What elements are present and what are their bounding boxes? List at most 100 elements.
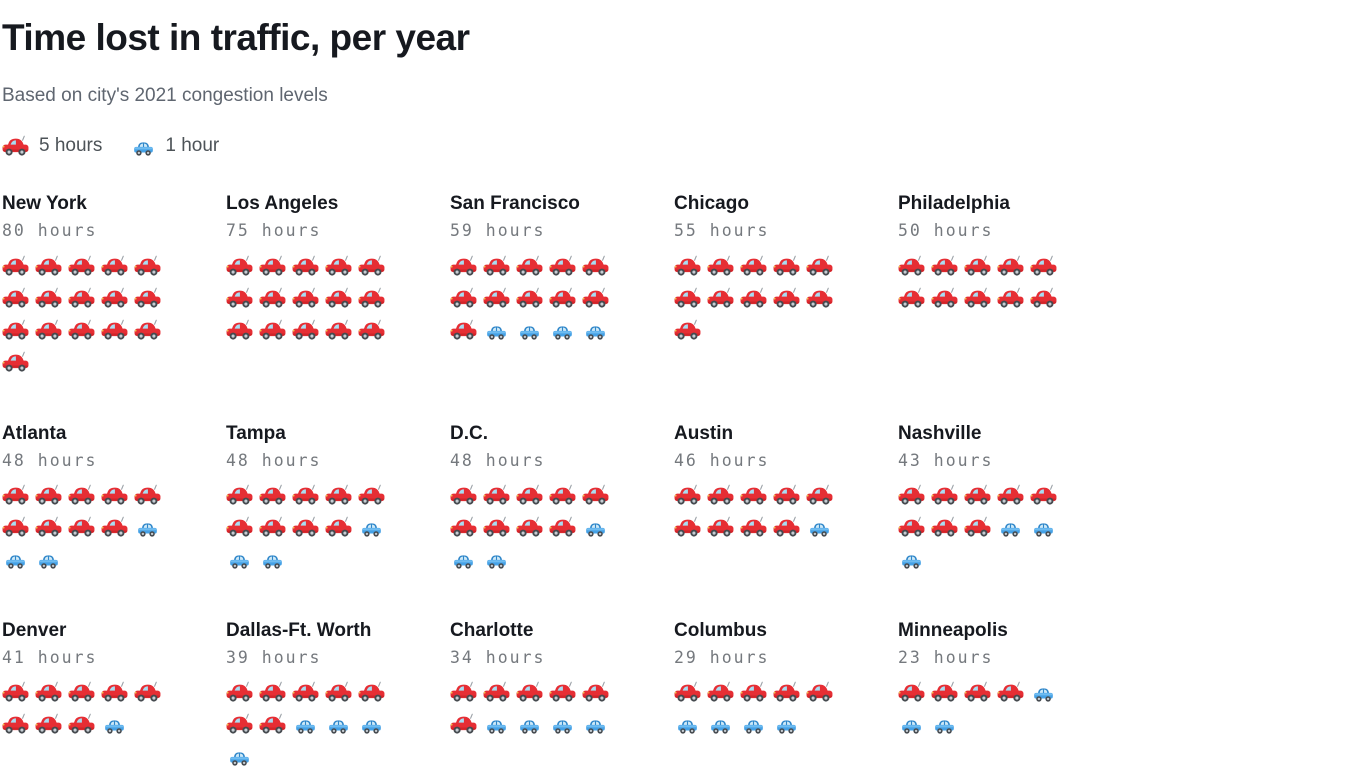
red-car-icon (450, 713, 477, 735)
red-car-icon (582, 287, 609, 309)
city-block: Charlotte 34 hours (450, 620, 674, 745)
blue-car-icon (1030, 519, 1057, 538)
pictogram-row (674, 681, 898, 703)
red-car-icon (707, 255, 734, 277)
red-car-icon (549, 255, 576, 277)
red-car-icon (134, 255, 161, 277)
red-car-icon (68, 484, 95, 506)
red-car-icon (2, 681, 29, 703)
pictogram-row (674, 287, 898, 309)
red-car-icon (964, 484, 991, 506)
pictogram-row (226, 255, 450, 277)
red-car-icon (450, 319, 477, 341)
city-pictogram (2, 484, 226, 570)
red-car-icon (773, 516, 800, 538)
blue-car-icon (898, 551, 925, 570)
red-car-icon (134, 319, 161, 341)
pictogram-row (2, 287, 226, 309)
red-car-icon (450, 287, 477, 309)
city-hours-value: 48 hours (450, 450, 546, 470)
red-car-icon (68, 319, 95, 341)
red-car-icon (997, 287, 1024, 309)
red-car-icon (549, 287, 576, 309)
blue-car-icon (516, 716, 543, 735)
blue-car-icon (358, 519, 385, 538)
blue-car-icon (101, 716, 128, 735)
blue-car-icon (740, 716, 767, 735)
chart-subtitle: Based on city's 2021 congestion levels (2, 84, 328, 106)
red-car-icon (674, 255, 701, 277)
red-car-icon (35, 681, 62, 703)
city-hours-value: 59 hours (450, 221, 546, 241)
red-car-icon (68, 287, 95, 309)
red-car-icon (898, 484, 925, 506)
red-car-icon (516, 516, 543, 538)
city-name: Minneapolis (898, 620, 1008, 642)
red-car-icon (101, 255, 128, 277)
pictogram-row (226, 548, 450, 570)
city-pictogram (226, 484, 450, 570)
red-car-icon (292, 484, 319, 506)
city-name: Chicago (674, 193, 749, 215)
red-car-icon (2, 484, 29, 506)
pictogram-row (898, 548, 1122, 570)
legend-label-blue: 1 hour (165, 134, 220, 156)
red-car-icon (931, 255, 958, 277)
city-name: Philadelphia (898, 193, 1010, 215)
red-car-icon (898, 681, 925, 703)
red-car-icon (2, 135, 29, 157)
blue-car-icon (674, 716, 701, 735)
red-car-icon (898, 287, 925, 309)
red-car-icon (259, 713, 286, 735)
blue-car-icon (132, 138, 155, 157)
red-car-icon (35, 484, 62, 506)
city-pictogram (2, 681, 226, 735)
red-car-icon (931, 516, 958, 538)
pictogram-row (2, 681, 226, 703)
red-car-icon (450, 255, 477, 277)
red-car-icon (259, 484, 286, 506)
city-name: Denver (2, 620, 67, 642)
city-block: Atlanta 48 hours (2, 423, 226, 580)
city-name: Atlanta (2, 422, 67, 444)
red-car-icon (740, 255, 767, 277)
city-hours-value: 41 hours (2, 647, 98, 667)
red-car-icon (582, 484, 609, 506)
blue-car-icon (898, 716, 925, 735)
city-hours-value: 43 hours (898, 450, 994, 470)
red-car-icon (931, 484, 958, 506)
city-hours-value: 50 hours (898, 221, 994, 241)
city-hours-value: 39 hours (226, 647, 322, 667)
city-grid: New York 80 hours Los Angeles 75 hours S… (2, 193, 1366, 777)
city-hours-value: 29 hours (674, 647, 770, 667)
red-car-icon (773, 484, 800, 506)
city-hours-value: 80 hours (2, 221, 98, 241)
red-car-icon (674, 516, 701, 538)
red-car-icon (707, 516, 734, 538)
red-car-icon (549, 681, 576, 703)
city-block: Dallas-Ft. Worth 39 hours (226, 620, 450, 777)
red-car-icon (292, 319, 319, 341)
city-name: Dallas-Ft. Worth (226, 620, 372, 642)
city-block: Los Angeles 75 hours (226, 193, 450, 350)
red-car-icon (707, 681, 734, 703)
red-car-icon (134, 681, 161, 703)
city-name: Austin (674, 422, 734, 444)
red-car-icon (325, 287, 352, 309)
blue-car-icon (997, 519, 1024, 538)
city-name: Nashville (898, 422, 982, 444)
pictogram-row (898, 516, 1122, 538)
red-car-icon (931, 681, 958, 703)
pictogram-row (674, 713, 898, 735)
blue-car-icon (35, 551, 62, 570)
red-car-icon (358, 484, 385, 506)
city-hours-value: 75 hours (226, 221, 322, 241)
red-car-icon (740, 484, 767, 506)
city-block: Tampa 48 hours (226, 423, 450, 580)
pictogram-row (450, 484, 674, 506)
red-car-icon (2, 516, 29, 538)
blue-car-icon (549, 322, 576, 341)
blue-car-icon (806, 519, 833, 538)
pictogram-row (450, 287, 674, 309)
